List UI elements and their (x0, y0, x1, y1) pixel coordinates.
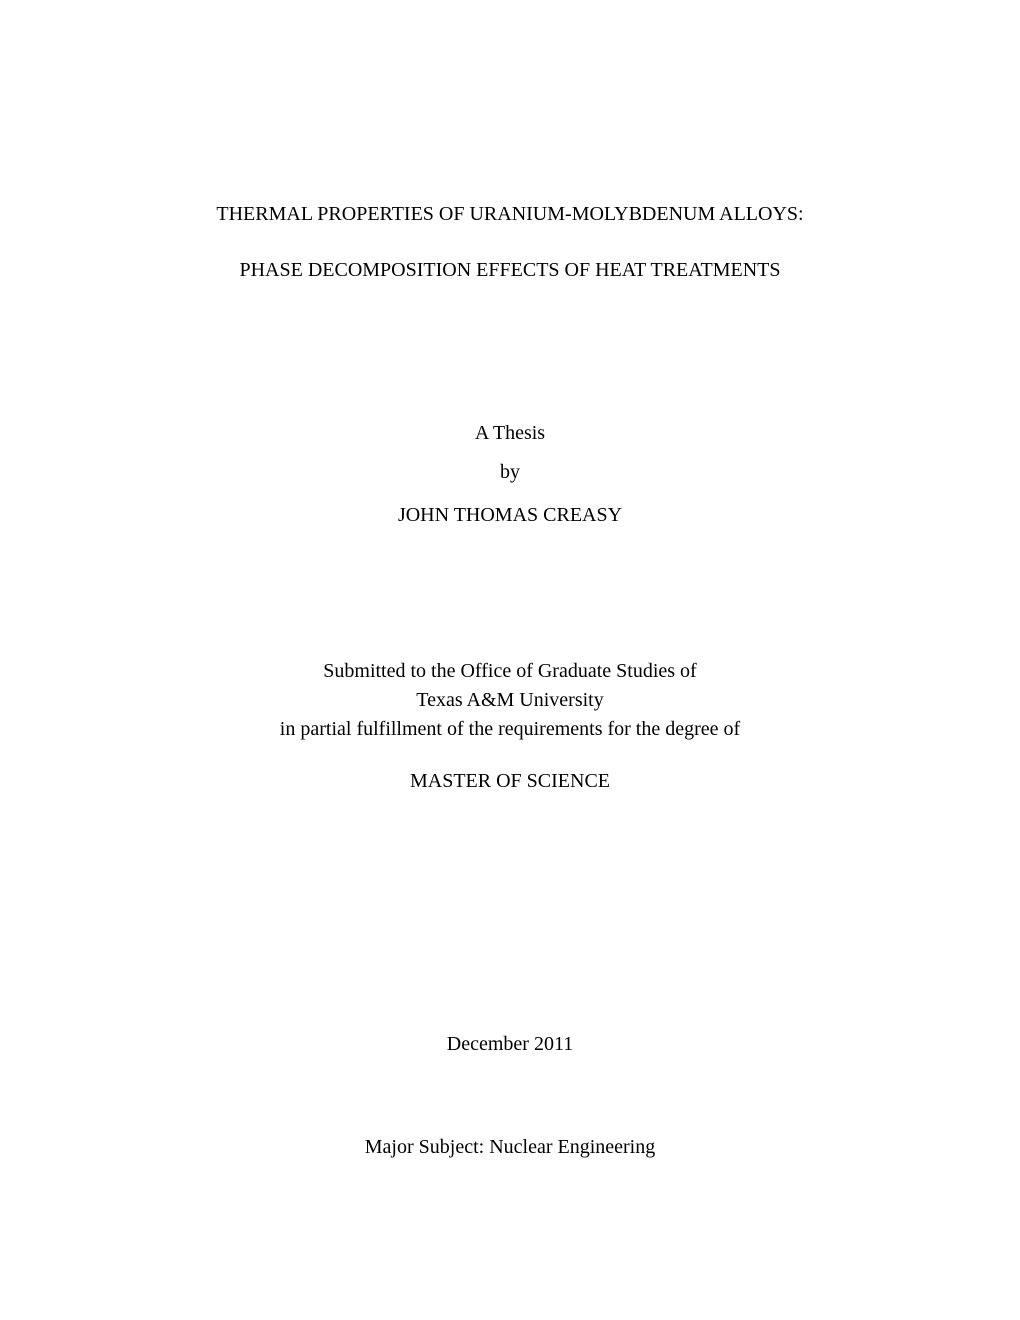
date-block: December 2011 (447, 1033, 573, 1056)
submission-block: Submitted to the Office of Graduate Stud… (280, 657, 740, 744)
submission-line-3: in partial fulfillment of the requiremen… (280, 715, 740, 744)
degree-block: MASTER OF SCIENCE (410, 770, 610, 793)
degree-label: MASTER OF SCIENCE (410, 770, 610, 793)
title-line-1: THERMAL PROPERTIES OF URANIUM-MOLYBDENUM… (216, 200, 803, 228)
subject-label: Major Subject: Nuclear Engineering (365, 1136, 655, 1159)
thesis-block: A Thesis by JOHN THOMAS CREASY (398, 422, 622, 527)
subject-block: Major Subject: Nuclear Engineering (365, 1136, 655, 1159)
thesis-label: A Thesis (398, 422, 622, 445)
date-label: December 2011 (447, 1033, 573, 1056)
title-block: THERMAL PROPERTIES OF URANIUM-MOLYBDENUM… (216, 200, 803, 312)
by-label: by (398, 461, 622, 484)
submission-line-1: Submitted to the Office of Graduate Stud… (280, 657, 740, 686)
title-line-2: PHASE DECOMPOSITION EFFECTS OF HEAT TREA… (216, 256, 803, 284)
submission-line-2: Texas A&M University (280, 686, 740, 715)
author-name: JOHN THOMAS CREASY (398, 504, 622, 527)
